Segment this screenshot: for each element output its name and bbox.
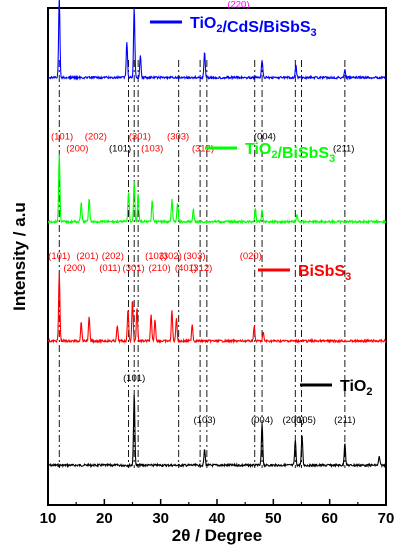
- peak-label: (202): [102, 251, 124, 262]
- peak-label: (302): [160, 251, 182, 262]
- legend-label: BiSbS3: [298, 263, 351, 283]
- peak-label: (004): [251, 415, 273, 426]
- x-tick-label: 60: [321, 510, 338, 527]
- axes: 10 20 30 40 50 60 70: [40, 499, 395, 527]
- series-layer: [47, 0, 387, 469]
- x-axis-label: 2θ / Degree: [172, 526, 262, 545]
- peak-label: (101): [123, 373, 145, 384]
- peak-label: (202): [85, 132, 107, 143]
- peak-label: (200): [66, 144, 88, 155]
- peak-label: (211): [333, 144, 354, 155]
- peak-label: (020): [240, 251, 262, 262]
- x-tick-label: 30: [152, 510, 169, 527]
- legends: TiO2 BiSbS3 TiO2/BiSbS3 TiO2/CdS/BiSbS3: [150, 15, 373, 398]
- y-axis-label: Intensity / a.u: [10, 202, 29, 311]
- series-line: [47, 394, 387, 469]
- peak-label: (011): [99, 263, 120, 274]
- peak-label: (105): [294, 415, 316, 426]
- peak-label: (103): [141, 144, 163, 155]
- peak-label: (004): [254, 132, 276, 143]
- peak-label: (301): [129, 132, 151, 143]
- x-tick-label: 10: [40, 510, 57, 527]
- series-line: [47, 154, 387, 225]
- peak-label: (103): [145, 251, 167, 262]
- peak-label: (101): [48, 251, 70, 262]
- peak-label: (210): [148, 263, 170, 274]
- peak-label: (312): [190, 263, 212, 274]
- legend-label: TiO2/BiSbS3: [245, 141, 335, 165]
- peak-label: (201): [76, 251, 98, 262]
- peak-label: (401): [175, 263, 197, 274]
- x-tick-label: 40: [209, 510, 226, 527]
- peak-label: (312): [192, 144, 214, 155]
- peak-label: (101): [51, 132, 73, 143]
- x-tick-label: 50: [265, 510, 282, 527]
- plot-frame: [47, 7, 387, 506]
- legend-label: TiO2: [340, 378, 373, 398]
- series-line: [47, 272, 387, 345]
- plot-area: [47, 7, 387, 506]
- peak-label: (103): [194, 415, 216, 426]
- legend-label: TiO2/CdS/BiSbS3: [190, 15, 317, 39]
- x-tick-label: 70: [378, 510, 395, 527]
- peak-annotations: (101)(103) (004) (200)(105) (211)(101)(200)…: [48, 0, 355, 426]
- peak-label: (303): [183, 251, 205, 262]
- peak-label: (101): [109, 144, 131, 155]
- series-line: [47, 0, 387, 81]
- peak-label: (211): [334, 415, 355, 426]
- x-tick-label: 20: [96, 510, 113, 527]
- peak-label: (301): [123, 263, 145, 274]
- peak-label: (220): [227, 0, 249, 11]
- peak-label: (200): [63, 263, 85, 274]
- peak-label: (200): [283, 415, 305, 426]
- peak-label: (303): [167, 132, 189, 143]
